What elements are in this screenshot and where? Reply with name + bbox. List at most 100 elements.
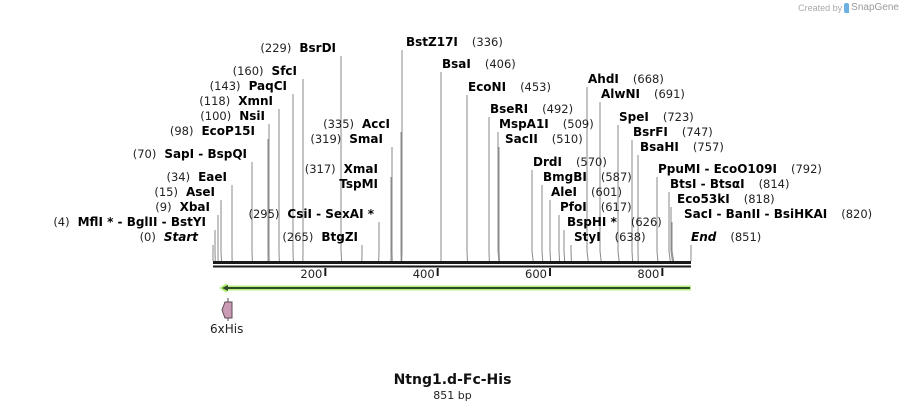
restriction-site[interactable]: SmaI (319)	[310, 132, 383, 146]
restriction-site[interactable]: BtgZI (265)	[282, 230, 358, 244]
site-position: (118)	[199, 94, 230, 108]
site-position: (492)	[542, 102, 573, 116]
site-line	[340, 56, 343, 262]
site-position: (265)	[282, 230, 313, 244]
map-length: 851 bp	[433, 389, 472, 402]
6xhis-label: 6xHis	[210, 322, 244, 336]
restriction-site[interactable]: XmnI (118)	[199, 94, 273, 108]
site-position: (723)	[663, 110, 694, 124]
restriction-site[interactable]: BsrDI (229)	[260, 41, 336, 55]
site-name: PpuMI - EcoO109I	[658, 162, 777, 176]
dna-backbone[interactable]	[213, 261, 691, 268]
site-position: (100)	[200, 109, 231, 123]
6xhis-feature[interactable]	[221, 298, 233, 321]
site-name: CsiI - SexAI *	[287, 207, 374, 221]
restriction-site[interactable]: AleI (601)	[551, 185, 622, 199]
site-position: (4)	[53, 215, 69, 229]
site-name: AhdI	[588, 72, 619, 86]
site-line	[631, 140, 634, 262]
site-line	[670, 207, 673, 262]
restriction-site[interactable]: BtsI - BtsαI (814)	[670, 177, 790, 191]
tick-label: 200	[300, 267, 322, 281]
site-name: PaqCI	[249, 79, 287, 93]
site-name: Start	[164, 230, 199, 244]
site-position: (601)	[591, 185, 622, 199]
restriction-site[interactable]: Start (0)	[140, 230, 200, 244]
site-name: AccI	[362, 117, 390, 131]
restriction-site[interactable]: BsrFI (747)	[633, 125, 713, 139]
restriction-site[interactable]: BsaI (406)	[442, 57, 516, 71]
restriction-site[interactable]: AccI (335)	[323, 117, 390, 131]
restriction-site[interactable]: EaeI (34)	[166, 170, 227, 184]
restriction-site[interactable]: EcoP15I (98)	[170, 124, 255, 138]
site-line	[668, 192, 671, 262]
site-position: (509)	[563, 117, 594, 131]
snapgene-credit: Created by SnapGene	[798, 2, 899, 13]
site-position: (0)	[140, 230, 156, 244]
restriction-site[interactable]: SacI - BanII - BsiHKAI (820)	[684, 207, 872, 221]
ruler-ticks: 200 400 600 800	[300, 267, 664, 281]
site-name: BsaI	[442, 57, 471, 71]
site-name: SmaI	[349, 132, 383, 146]
site-position: (406)	[485, 57, 516, 71]
restriction-site[interactable]: AhdI (668)	[588, 72, 664, 86]
site-name: PfoI	[560, 200, 587, 214]
restriction-site[interactable]: BstZ17I (336)	[406, 35, 503, 49]
restriction-site[interactable]: End (851)	[691, 230, 761, 244]
restriction-site[interactable]: NsiI (100)	[200, 109, 265, 123]
site-name: NsiI	[239, 109, 265, 123]
restriction-site[interactable]: BmgBI (587)	[543, 170, 632, 184]
restriction-site[interactable]: SacII (510)	[505, 132, 583, 146]
site-position: (143)	[210, 79, 241, 93]
restriction-site[interactable]: BsaHI (757)	[640, 140, 724, 154]
restriction-site[interactable]: StyI (638)	[574, 230, 646, 244]
restriction-site[interactable]: SpeI (723)	[619, 110, 694, 124]
site-position: (626)	[631, 215, 662, 229]
restriction-site[interactable]: TspMI	[339, 177, 378, 191]
site-position: (587)	[601, 170, 632, 184]
site-name: XmaI	[344, 162, 378, 176]
insert-feature-arrow[interactable]	[219, 283, 691, 293]
restriction-site[interactable]: SapI - BspQI (70)	[133, 147, 247, 161]
restriction-site[interactable]: XbaI (9)	[155, 200, 210, 214]
restriction-site[interactable]: PfoI (617)	[560, 200, 632, 214]
restriction-site[interactable]: SfcI (160)	[233, 64, 297, 78]
site-name: MspA1I	[499, 117, 549, 131]
restriction-site[interactable]: PaqCI (143)	[210, 79, 287, 93]
restriction-site[interactable]: PpuMI - EcoO109I (792)	[658, 162, 822, 176]
restriction-site[interactable]: DrdI (570)	[533, 155, 607, 169]
credit-prefix: Created by	[798, 2, 843, 13]
restriction-site[interactable]: Eco53kI (818)	[677, 192, 775, 206]
restriction-site[interactable]: MspA1I (509)	[499, 117, 594, 131]
site-position: (70)	[133, 147, 157, 161]
site-name: AlwNI	[601, 87, 640, 101]
restriction-site[interactable]: BseRI (492)	[490, 102, 573, 116]
site-line	[617, 125, 620, 262]
site-name: EcoP15I	[201, 124, 255, 138]
site-name: BspHI *	[567, 215, 618, 229]
site-line	[531, 170, 534, 262]
site-lines	[212, 50, 692, 262]
restriction-site[interactable]: AlwNI (691)	[601, 87, 685, 101]
site-position: (570)	[576, 155, 607, 169]
restriction-site[interactable]: MflI * - BglII - BstYI (4)	[53, 215, 206, 229]
site-name: EcoNI	[468, 80, 506, 94]
site-labels: Start (0)MflI * - BglII - BstYI (4) XbaI (9)…	[53, 35, 872, 244]
tick-label: 600	[525, 267, 547, 281]
site-position: (851)	[730, 230, 761, 244]
site-name: BsrFI	[633, 125, 668, 139]
restriction-site[interactable]: XmaI (317)	[305, 162, 378, 176]
site-name: DrdI	[533, 155, 562, 169]
site-position: (453)	[520, 80, 551, 94]
site-position: (34)	[166, 170, 190, 184]
site-position: (229)	[260, 41, 291, 55]
restriction-site[interactable]: CsiI - SexAI * (295)	[248, 207, 374, 221]
site-position: (638)	[615, 230, 646, 244]
site-name: StyI	[574, 230, 601, 244]
site-line	[563, 230, 566, 262]
site-position: (98)	[170, 124, 194, 138]
restriction-site[interactable]: BspHI * (626)	[567, 215, 662, 229]
restriction-site[interactable]: EcoNI (453)	[468, 80, 551, 94]
restriction-site[interactable]: AseI (15)	[154, 185, 215, 199]
